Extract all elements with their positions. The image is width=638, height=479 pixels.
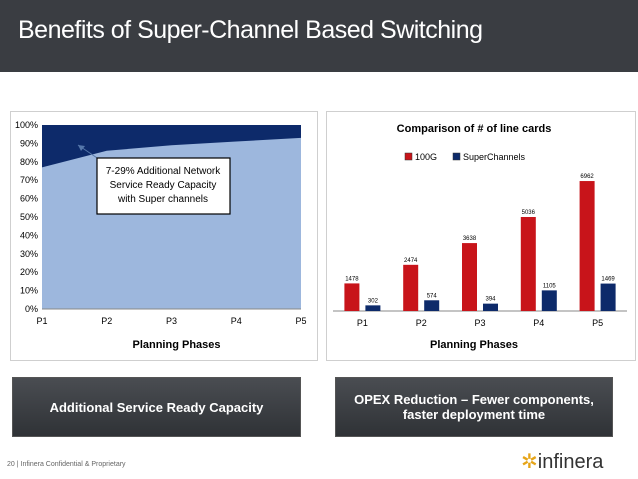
data-label: 574 <box>427 293 438 299</box>
bar-superchannels <box>424 300 440 311</box>
data-label: 2474 <box>404 258 418 264</box>
bar-100g <box>579 181 595 311</box>
y-tick-label: 40% <box>20 230 38 240</box>
y-tick-label: 80% <box>20 157 38 167</box>
bar-superchannels <box>365 305 381 311</box>
data-label: 302 <box>368 298 379 304</box>
bar-100g <box>462 243 477 311</box>
data-label: 1469 <box>601 277 615 283</box>
bar-chart-panel: Comparison of # of line cards 100G SuperCh… <box>326 111 636 361</box>
y-tick-label: 100% <box>15 120 38 130</box>
x-axis-title: Planning Phases <box>132 339 220 351</box>
x-axis-title: Planning Phases <box>430 339 518 351</box>
annotation-line: Service Ready Capacity <box>110 180 217 191</box>
x-tick-label: P3 <box>166 316 177 326</box>
caption-right-text: OPEX Reduction – Fewer components, faste… <box>354 392 594 422</box>
data-label: 394 <box>485 297 496 303</box>
y-tick-label: 90% <box>20 138 38 148</box>
legend-label-superchannels: SuperChannels <box>463 152 526 162</box>
bar-chart-title: Comparison of # of line cards <box>397 123 552 135</box>
data-label: 1478 <box>345 276 359 282</box>
annotation-line: with Super channels <box>117 194 208 205</box>
y-tick-label: 0% <box>25 304 38 314</box>
x-tick-label: P1 <box>36 316 47 326</box>
x-tick-label: P2 <box>416 318 427 328</box>
caption-right: OPEX Reduction – Fewer components, faste… <box>336 378 612 436</box>
x-tick-label: P4 <box>533 318 544 328</box>
x-tick-label: P5 <box>295 316 306 326</box>
y-tick-label: 70% <box>20 175 38 185</box>
bar-chart: Comparison of # of line cards 100G SuperCh… <box>333 123 627 351</box>
area-chart-panel: 0% 10% 20% 30% 40% 50% 60% 70% 80% 90% 100% P1 P2 P3 P… <box>10 111 318 361</box>
y-tick-label: 20% <box>20 267 38 277</box>
bar-100g <box>344 283 360 311</box>
caption-left-text: Additional Service Ready Capacity <box>49 399 264 415</box>
logo-spark-icon: ✲ <box>521 451 538 473</box>
bar-100g <box>520 216 536 311</box>
bar-superchannels <box>541 290 557 311</box>
legend-swatch-100g <box>404 152 413 161</box>
slide-footer: 20 | Infinera Confidential & Proprietary <box>7 461 126 468</box>
area-chart: 0% 10% 20% 30% 40% 50% 60% 70% 80% 90% 100% P1 P2 P3 P… <box>15 120 307 351</box>
x-tick-label: P1 <box>357 318 368 328</box>
data-label: 3638 <box>463 236 477 242</box>
bar-superchannels <box>600 283 616 311</box>
legend-swatch-superchannels <box>452 152 461 161</box>
x-tick-label: P2 <box>101 316 112 326</box>
y-tick-label: 50% <box>20 212 38 222</box>
x-tick-label: P4 <box>231 316 242 326</box>
annotation-line: 7-29% Additional Network <box>106 166 222 177</box>
bar-superchannels <box>483 303 498 311</box>
data-label: 1105 <box>543 283 557 289</box>
x-tick-label: P5 <box>592 318 603 328</box>
data-label: 6962 <box>580 174 594 180</box>
slide-header: Benefits of Super-Channel Based Switchin… <box>0 0 638 72</box>
y-tick-label: 10% <box>20 286 38 296</box>
legend-label-100g: 100G <box>415 152 437 162</box>
data-label: 5036 <box>522 210 536 216</box>
annotation-arrow-head <box>78 145 85 151</box>
y-tick-label: 60% <box>20 194 38 204</box>
infinera-logo: ✲infinera <box>521 449 603 474</box>
logo-text: infinera <box>537 451 604 473</box>
y-tick-label: 30% <box>20 249 38 259</box>
bar-100g <box>403 264 419 311</box>
x-tick-label: P3 <box>474 318 485 328</box>
slide-title: Benefits of Super-Channel Based Switchin… <box>18 16 483 44</box>
annotation-box <box>96 157 231 215</box>
caption-left: Additional Service Ready Capacity <box>13 378 300 436</box>
